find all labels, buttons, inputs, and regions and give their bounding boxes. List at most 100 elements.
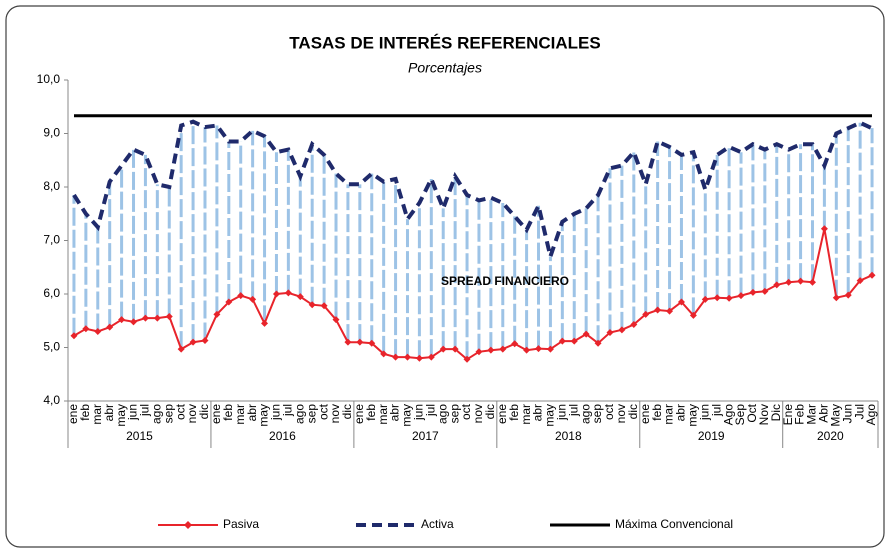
x-tick-label: mar xyxy=(376,404,390,425)
x-tick-label: Feb xyxy=(793,404,807,425)
point-marker xyxy=(630,320,638,328)
x-tick-label: ago xyxy=(435,404,449,424)
x-tick-label: dic xyxy=(626,404,640,419)
point-marker xyxy=(332,316,340,324)
point-marker xyxy=(594,339,602,347)
point-marker xyxy=(403,353,411,361)
point-marker xyxy=(439,345,447,353)
point-marker xyxy=(237,292,245,300)
x-tick-label: jun xyxy=(697,404,711,421)
point-marker xyxy=(689,311,697,319)
y-tick-label: 10,0 xyxy=(37,72,61,86)
point-marker xyxy=(582,330,590,338)
point-marker xyxy=(666,307,674,315)
x-tick-label: nov xyxy=(471,404,485,423)
x-tick-label: ene xyxy=(209,404,223,424)
year-label: 2020 xyxy=(817,429,844,443)
y-tick-label: 9,0 xyxy=(43,126,60,140)
point-marker xyxy=(773,281,781,289)
x-tick-label: nov xyxy=(185,404,199,423)
x-tick-label: abr xyxy=(388,404,402,421)
point-marker xyxy=(785,278,793,286)
point-marker xyxy=(677,298,685,306)
x-tick-label: Jun xyxy=(840,404,854,423)
x-tick-label: ene xyxy=(495,404,509,424)
point-marker xyxy=(535,345,543,353)
legend-label: Activa xyxy=(421,517,454,531)
x-tick-label: feb xyxy=(650,404,664,421)
legend-marker xyxy=(184,521,192,529)
x-tick-label: Sep xyxy=(733,404,747,426)
x-tick-label: ene xyxy=(638,404,652,424)
point-marker xyxy=(749,288,757,296)
point-marker xyxy=(523,346,531,354)
year-label: 2016 xyxy=(269,429,296,443)
point-marker xyxy=(141,314,149,322)
x-tick-label: jul xyxy=(138,404,152,417)
x-tick-label: oct xyxy=(316,403,330,420)
point-marker xyxy=(713,294,721,302)
series-line xyxy=(72,119,873,264)
annotation: SPREAD FINANCIERO xyxy=(441,274,569,288)
chart-subtitle: Porcentajes xyxy=(408,60,482,76)
x-tick-label: mar xyxy=(662,404,676,425)
point-marker xyxy=(832,294,840,302)
point-marker xyxy=(94,327,102,335)
y-tick-label: 4,0 xyxy=(43,393,60,407)
point-marker xyxy=(570,337,578,345)
x-tick-label: jun xyxy=(555,404,569,421)
point-marker xyxy=(320,302,328,310)
x-tick-label: dic xyxy=(340,404,354,419)
x-tick-label: jul xyxy=(281,404,295,417)
x-tick-label: may xyxy=(114,404,128,427)
point-marker xyxy=(189,338,197,346)
point-marker xyxy=(654,306,662,314)
point-marker xyxy=(284,289,292,297)
point-marker xyxy=(272,290,280,298)
legend-label: Máxima Convencional xyxy=(615,517,733,531)
x-tick-label: sep xyxy=(447,404,461,424)
year-label: 2018 xyxy=(555,429,582,443)
x-tick-label: sep xyxy=(590,404,604,424)
point-marker xyxy=(261,319,269,327)
point-marker xyxy=(392,353,400,361)
y-tick-label: 6,0 xyxy=(43,286,60,300)
point-marker xyxy=(725,294,733,302)
point-marker xyxy=(427,353,435,361)
x-tick-label: feb xyxy=(364,404,378,421)
point-marker xyxy=(368,339,376,347)
x-tick-label: may xyxy=(257,404,271,427)
x-tick-label: mar xyxy=(519,404,533,425)
year-label: 2017 xyxy=(412,429,439,443)
point-marker xyxy=(130,318,138,326)
chart-border xyxy=(5,5,885,548)
point-marker xyxy=(201,337,209,345)
x-tick-label: jul xyxy=(709,404,723,417)
x-tick-label: oct xyxy=(602,403,616,420)
point-marker xyxy=(511,340,519,348)
point-marker xyxy=(487,346,495,354)
x-tick-label: oct xyxy=(459,403,473,420)
point-marker xyxy=(558,337,566,345)
x-tick-label: sep xyxy=(161,404,175,424)
point-marker xyxy=(463,355,471,363)
x-tick-label: jul xyxy=(566,404,580,417)
point-marker xyxy=(808,278,816,286)
point-marker xyxy=(249,295,257,303)
x-tick-label: may xyxy=(686,404,700,427)
x-tick-label: ago xyxy=(150,404,164,424)
point-marker xyxy=(761,287,769,295)
x-tick-label: nov xyxy=(328,404,342,423)
point-marker xyxy=(106,323,114,331)
x-tick-label: Oct xyxy=(745,403,759,422)
point-marker xyxy=(701,295,709,303)
x-tick-label: Nov xyxy=(757,404,771,425)
x-tick-label: Ago xyxy=(721,404,735,426)
point-marker xyxy=(606,329,614,337)
point-marker xyxy=(118,316,126,324)
point-marker xyxy=(415,354,423,362)
x-tick-label: feb xyxy=(221,404,235,421)
x-tick-label: Mar xyxy=(805,404,819,425)
year-label: 2019 xyxy=(698,429,725,443)
